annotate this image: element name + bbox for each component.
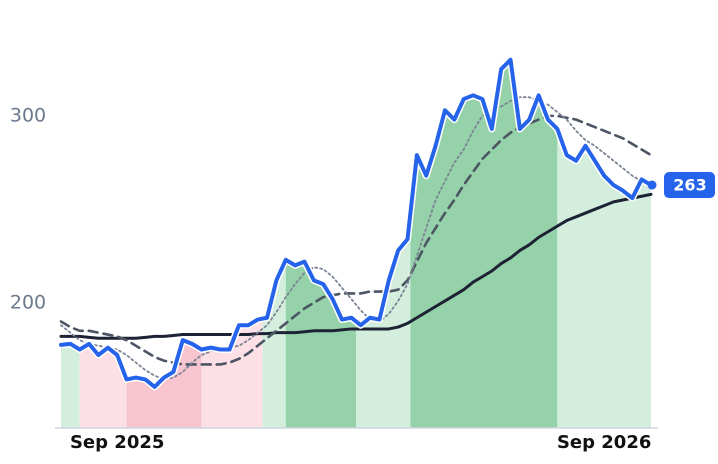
moving-average [60, 96, 652, 381]
signal-band [557, 59, 651, 428]
y-tick-label: 300 [10, 104, 46, 126]
x-tick-label: Sep 2025 [70, 432, 164, 453]
signal-band [410, 59, 558, 428]
bands [61, 59, 651, 428]
signal-band [285, 59, 356, 428]
signal-band [262, 59, 286, 428]
x-tick-label: Sep 2026 [557, 432, 651, 453]
y-tick-label: 200 [10, 291, 46, 313]
last-value: 263 [673, 176, 706, 195]
moving-average [59, 114, 653, 366]
price-line [59, 57, 653, 389]
last-dot [647, 180, 657, 190]
moving-average [59, 192, 653, 340]
signal-band [61, 59, 80, 428]
signal-band [356, 59, 411, 428]
last-badge [664, 172, 715, 199]
